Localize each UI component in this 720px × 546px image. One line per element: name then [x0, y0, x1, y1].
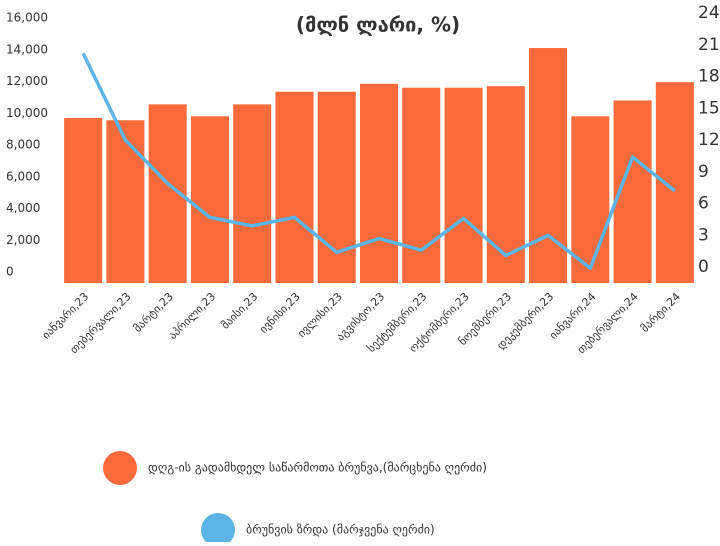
bar [359, 83, 399, 283]
y2-tick-label: 0 [698, 257, 709, 277]
bar [106, 120, 145, 283]
y2-tick-label: 24 [698, 3, 720, 23]
y2-tick-label: 3 [698, 225, 709, 245]
legend-label: დღგ-ის გადამხდელ საწარმოთა ბრუნვა,(მარცხ… [148, 461, 487, 475]
legend-label: ბრუნვის ზრდა (მარჯვენა ღერძი) [246, 523, 435, 537]
chart-title: (მლნ ლარი, %) [296, 13, 460, 37]
bar [444, 87, 483, 283]
bar [655, 82, 694, 284]
bar [64, 117, 103, 284]
y2-tick-label: 12 [698, 130, 720, 150]
y2-tick-label: 21 [698, 35, 720, 55]
y-tick-label: 14,000 [6, 42, 48, 56]
bar [275, 91, 314, 283]
x-tick-label: მაისი,23 [219, 290, 261, 332]
y-tick-label: 12,000 [6, 74, 48, 88]
legend-marker [103, 451, 137, 485]
y-tick-label: 0 [6, 265, 14, 279]
y-tick-label: 2,000 [6, 233, 40, 247]
y-tick-label: 4,000 [6, 201, 40, 215]
bar [571, 116, 610, 283]
line [81, 52, 676, 270]
bar [317, 91, 356, 283]
y-tick-label: 6,000 [6, 169, 40, 183]
y2-tick-label: 15 [698, 98, 720, 118]
y-tick-label: 8,000 [6, 138, 40, 152]
bar [402, 87, 441, 283]
bar [233, 104, 272, 283]
y2-tick-label: 9 [698, 162, 709, 182]
bar [190, 116, 229, 283]
y2-tick-label: 6 [698, 194, 709, 214]
y-tick-label: 10,000 [6, 106, 48, 120]
y-tick-label: 16,000 [6, 11, 48, 25]
x-tick-label: მარტი,24 [638, 290, 683, 335]
legend-marker [201, 513, 235, 546]
y2-tick-label: 18 [698, 67, 720, 87]
x-tick-label: მარტი,23 [131, 290, 176, 335]
